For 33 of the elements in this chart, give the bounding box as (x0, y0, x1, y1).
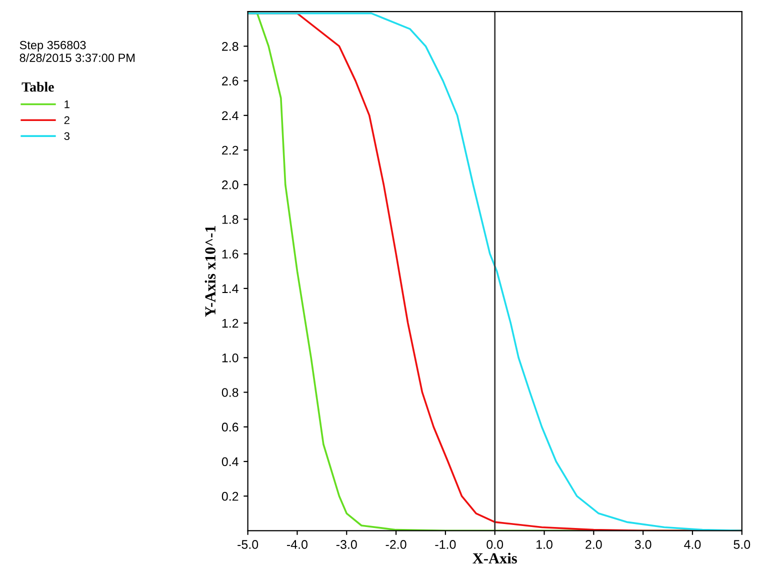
legend-label: 3 (64, 132, 70, 140)
y-tick-label: 0.8 (222, 388, 238, 397)
y-tick-label: 1.2 (222, 318, 238, 328)
legend-label: 1 (64, 100, 70, 108)
y-axis-title: Y-Axis x10^-1 (204, 226, 216, 317)
y-tick-label: 2.6 (222, 76, 238, 86)
x-tick-label: 3.0 (634, 540, 652, 549)
y-tick-label: 2.0 (222, 180, 238, 190)
x-axis-title: X-Axis (472, 552, 517, 564)
legend-label: 2 (64, 116, 70, 124)
text: Step 356803 (20, 40, 86, 52)
legend-title: Table (22, 82, 54, 92)
text: 8/28/2015 3:37:00 PM (20, 53, 135, 62)
y-tick-label: 2.2 (222, 146, 238, 155)
y-tick-label: 1.6 (222, 250, 238, 258)
y-tick-label: 2.4 (222, 111, 238, 120)
x-tick-label: -2.0 (386, 540, 406, 549)
y-tick-label: 0.2 (222, 492, 238, 501)
y-tick-label: 1.0 (222, 353, 238, 362)
x-tick-label: 0.0 (486, 540, 504, 549)
x-tick-label: -3.0 (336, 540, 357, 549)
y-tick-label: 0.4 (222, 457, 238, 466)
y-tick-label: 2.8 (222, 42, 238, 51)
x-tick-label: 4.0 (684, 540, 701, 549)
x-tick-label: -1.0 (435, 540, 456, 549)
y-tick-label: 0.6 (222, 422, 238, 432)
x-tick-label: 5.0 (734, 540, 750, 549)
y-tick-label: 1.4 (222, 284, 238, 293)
x-tick-label: -4.0 (287, 540, 308, 549)
x-tick-label: 1.0 (536, 540, 552, 549)
x-tick-label: 2.0 (586, 540, 602, 549)
x-tick-label: -5.0 (238, 540, 258, 549)
y-tick-label: 1.8 (222, 215, 238, 224)
